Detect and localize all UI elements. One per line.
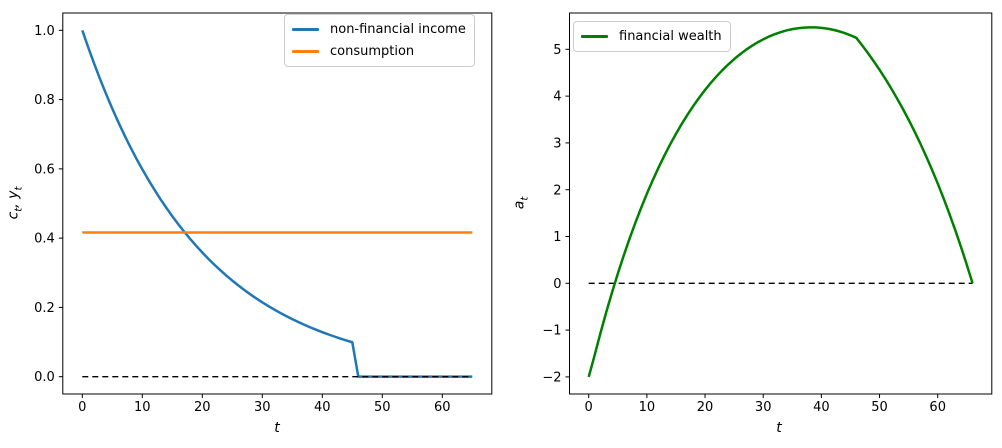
- right-legend: financial wealth: [573, 21, 731, 52]
- legend-line-swatch: [292, 50, 319, 53]
- axes-frame: [62, 12, 493, 395]
- right-y-axis-label: at: [511, 196, 531, 210]
- x-tick-label: 30: [254, 400, 271, 415]
- x-tick-label: 60: [434, 400, 451, 415]
- legend-entry: financial wealth: [581, 28, 722, 45]
- y-tick-label: 0.6: [34, 162, 55, 177]
- y-tick-label: 0.0: [34, 370, 55, 385]
- x-tick-label: 30: [755, 400, 772, 415]
- x-tick-label: 40: [314, 400, 331, 415]
- series-non-financial-income: [81, 29, 473, 378]
- left-plot: 0 10 20 30 40 50 60 0.0 0.2 0.4 0.6 0.8 1.0: [34, 12, 493, 415]
- x-tick-label: 40: [813, 400, 830, 415]
- right-plot: 0 10 20 30 40 50 60 −2 −1 0 1 2 3 4 5: [542, 12, 993, 415]
- x-tick-label: 0: [585, 400, 593, 415]
- left-x-axis-label: t: [274, 420, 280, 436]
- series-financial-wealth: [587, 26, 974, 378]
- y-tick-label: 0.8: [34, 93, 55, 108]
- legend-entry: non-financial income: [292, 21, 466, 38]
- right-x-axis-label: t: [776, 420, 782, 436]
- legend-line-swatch: [581, 35, 608, 38]
- y-tick-label: 4: [553, 90, 561, 105]
- y-tick-label: 1: [553, 230, 561, 245]
- y-tick-label: 3: [553, 136, 561, 151]
- left-y-axis-label: ct, yt: [5, 186, 25, 220]
- y-tick-label: 0.2: [34, 301, 55, 316]
- x-tick-label: 60: [929, 400, 946, 415]
- y-tick-label: 0.4: [34, 232, 55, 247]
- x-tick-label: 50: [374, 400, 391, 415]
- x-tick-label: 10: [134, 400, 151, 415]
- y-tick-label: 2: [553, 183, 561, 198]
- x-tick-label: 20: [194, 400, 211, 415]
- x-tick-label: 50: [871, 400, 888, 415]
- y-tick-label: 5: [553, 43, 561, 58]
- left-legend: non-financial income consumption: [284, 14, 475, 67]
- legend-label: consumption: [330, 44, 415, 59]
- y-tick-label: 0: [553, 277, 561, 292]
- legend-label: non-financial income: [330, 22, 466, 37]
- x-tick-label: 10: [639, 400, 656, 415]
- legend-label: financial wealth: [619, 29, 722, 44]
- x-tick-label: 20: [697, 400, 714, 415]
- y-tick-label: 1.0: [34, 24, 55, 39]
- legend-line-swatch: [292, 28, 319, 31]
- y-tick-label: −1: [542, 324, 561, 339]
- legend-entry: consumption: [292, 43, 466, 60]
- y-tick-label: −2: [542, 370, 561, 385]
- x-tick-label: 0: [78, 400, 86, 415]
- axes-frame: [569, 12, 993, 395]
